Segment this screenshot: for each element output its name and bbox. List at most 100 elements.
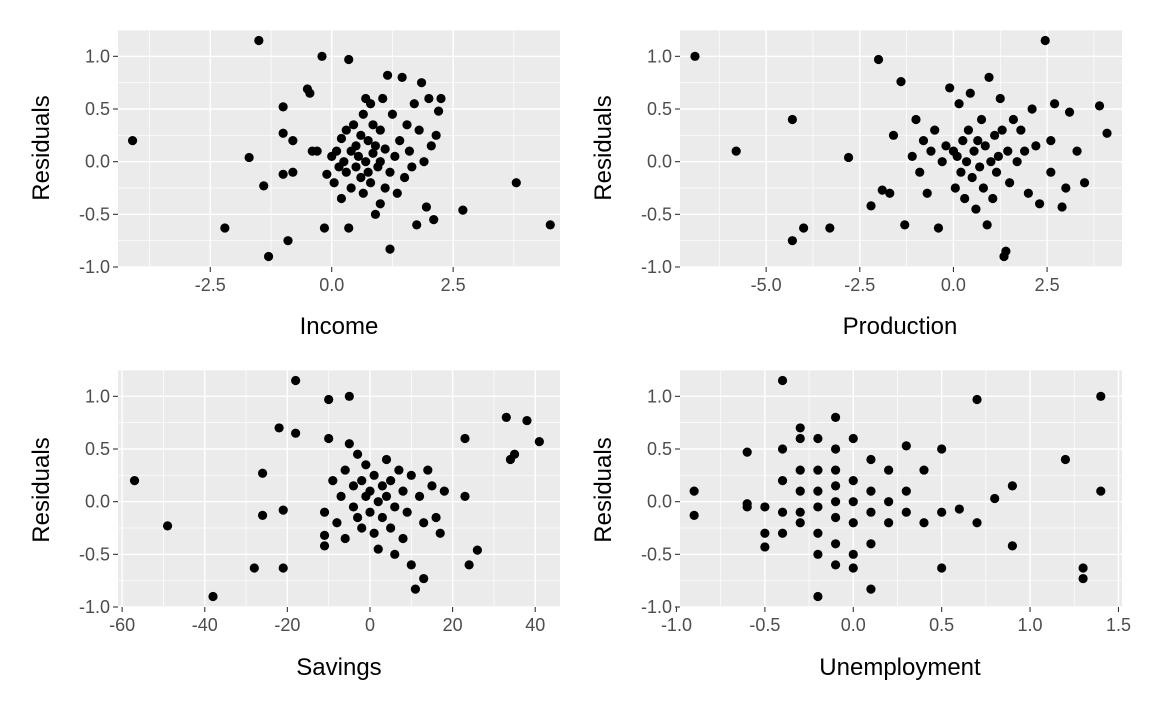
data-point [1078, 573, 1088, 584]
panel-production-x-ticks: -5.0 -2.5 0.0 2.5 [751, 267, 1060, 295]
data-point [162, 521, 173, 531]
data-point [877, 185, 887, 195]
data-point [416, 78, 427, 88]
data-point [961, 157, 972, 167]
data-point [901, 486, 911, 496]
data-point [884, 518, 894, 528]
data-point [795, 423, 805, 433]
data-point [787, 114, 797, 125]
x-tick-label: -2.5 [844, 275, 875, 295]
data-point [344, 391, 354, 401]
y-tick-label: -0.5 [641, 544, 672, 564]
data-point [1078, 563, 1088, 573]
data-point [352, 512, 363, 523]
data-point [319, 507, 330, 517]
data-point [958, 136, 968, 146]
data-point [971, 204, 981, 214]
x-tick-label: 1.0 [1018, 615, 1043, 635]
panel-production-x-axis-title: Production [843, 313, 958, 340]
data-point [1031, 141, 1041, 151]
data-point [129, 476, 140, 486]
data-point [377, 512, 387, 523]
data-point [813, 486, 823, 496]
data-point [395, 136, 405, 146]
data-point [259, 181, 269, 191]
data-point [954, 99, 964, 109]
data-point [257, 468, 268, 478]
data-point [760, 528, 770, 538]
x-tick-label: 0 [365, 615, 375, 635]
data-point [848, 563, 858, 573]
panel-savings-x-axis-title: Savings [296, 654, 381, 681]
panel-production-y-axis-title: Residuals [590, 95, 617, 200]
data-point [460, 433, 470, 444]
data-point [369, 470, 379, 480]
data-point [356, 130, 366, 140]
data-point [257, 510, 268, 520]
data-point [370, 209, 381, 219]
data-point [278, 563, 288, 573]
panel-income-x-axis-title: Income [300, 313, 379, 340]
data-point [254, 35, 264, 46]
data-point [777, 476, 788, 486]
data-point [402, 120, 412, 130]
data-point [419, 573, 429, 584]
data-point [351, 162, 361, 172]
data-point [1040, 35, 1050, 46]
data-point [365, 507, 375, 517]
data-point [380, 183, 390, 193]
panel-savings: -60 -40 -20 0 20 40 -1.0 -0.5 0.0 0.5 1.0 Savings… [28, 369, 560, 681]
data-point [340, 533, 350, 544]
data-point [976, 114, 987, 125]
data-point [414, 491, 425, 501]
data-point [777, 444, 788, 454]
data-point [896, 77, 906, 87]
data-point [373, 544, 383, 554]
data-point [848, 518, 858, 528]
data-point [431, 512, 441, 523]
x-tick-label: -20 [274, 615, 300, 635]
data-point [341, 167, 351, 177]
x-tick-label: 0.0 [941, 275, 966, 295]
data-point [1005, 178, 1015, 188]
data-point [249, 563, 259, 573]
data-point [866, 507, 876, 517]
x-tick-label: 1.5 [1106, 615, 1131, 635]
data-point [509, 449, 520, 459]
x-tick-label: 0.0 [319, 275, 344, 295]
data-point [368, 148, 378, 158]
data-point [1096, 391, 1106, 401]
panel-savings-points [129, 375, 544, 602]
panel-income: -2.5 0.0 2.5 -1.0 -0.5 0.0 0.5 1.0 Income Resi… [28, 29, 560, 340]
data-point [799, 223, 809, 233]
data-point [436, 93, 446, 104]
data-point [375, 157, 385, 167]
x-tick-label: -1.0 [661, 615, 692, 635]
data-point [830, 512, 841, 523]
data-point [220, 223, 230, 233]
data-point [907, 151, 917, 161]
data-point [795, 433, 805, 444]
data-point [884, 465, 894, 475]
x-tick-label: 20 [443, 615, 463, 635]
data-point [937, 507, 947, 517]
data-point [978, 183, 989, 193]
panel-income-points [127, 35, 555, 262]
data-point [375, 199, 385, 209]
panel-production-background [680, 30, 1122, 267]
data-point [278, 102, 288, 112]
y-tick-label: 0.0 [647, 152, 672, 172]
data-point [329, 178, 339, 188]
data-point [930, 125, 940, 135]
panel-production: -5.0 -2.5 0.0 2.5 -1.0 -0.5 0.0 0.5 1.0 Product… [590, 29, 1122, 340]
data-point [787, 236, 797, 246]
y-tick-label: -1.0 [79, 597, 110, 617]
y-tick-label: -0.5 [79, 204, 110, 224]
data-point [689, 486, 699, 496]
data-point [398, 533, 408, 544]
data-point [950, 183, 960, 193]
x-tick-label: -0.5 [749, 615, 780, 635]
data-point [919, 518, 929, 528]
data-point [1001, 246, 1011, 256]
x-tick-label: -40 [192, 615, 218, 635]
